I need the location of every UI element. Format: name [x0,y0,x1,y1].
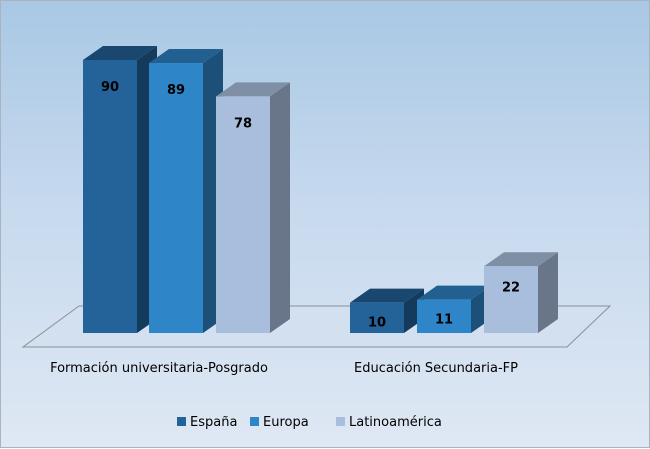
data-label: 22 [502,280,520,295]
bar [216,82,290,334]
bar-top [83,46,157,60]
bar-side [538,252,558,333]
bar-top [484,252,558,267]
data-label: 90 [101,80,119,95]
bar [149,49,223,334]
bar-top [216,82,290,97]
data-label: 78 [234,116,252,131]
bar-top [149,49,223,64]
bar-front [149,63,203,334]
legend-swatch [250,417,259,426]
data-label: 10 [368,316,386,331]
bar-front [83,60,137,333]
bar-front [417,299,471,333]
bar-front [484,266,538,333]
legend-item: Latinoamérica [336,415,442,430]
bar-top [417,285,491,300]
legend-label: Latinoamérica [349,415,442,430]
legend-label: España [190,415,237,430]
category-label: Formación universitaria-Posgrado [50,361,268,376]
bar-front [350,302,404,333]
category-label: Educación Secundaria-FP [354,361,518,376]
bar-side [270,82,290,334]
legend-item: Europa [250,415,309,430]
legend-item: España [177,415,237,430]
legend: España Europa Latinoamérica [177,415,442,430]
legend-swatch [177,417,186,426]
bar-top [350,288,424,303]
bar [417,285,491,333]
bar-front [216,96,270,334]
data-label: 11 [435,313,453,328]
bar [350,288,424,333]
legend-swatch [336,417,345,426]
bar [484,252,558,333]
data-label: 89 [167,83,185,98]
legend-label: Europa [263,415,309,430]
bar [83,46,157,333]
